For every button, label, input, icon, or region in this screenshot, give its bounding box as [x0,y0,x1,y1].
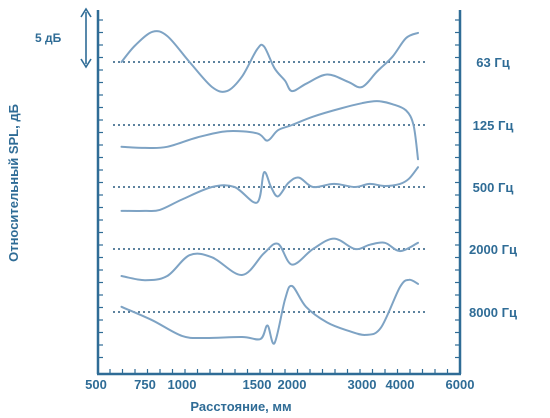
x-tick-label: 1000 [168,377,197,392]
x-tick-label: 3000 [348,377,377,392]
scale-indicator: 5 дБ [35,7,92,69]
series-group: 8000 Гц [113,278,517,345]
x-tick-label: 6000 [446,377,475,392]
x-tick-label: 4000 [386,377,415,392]
series-label: 63 Гц [476,55,509,70]
series-line [120,30,419,93]
y-axis-title: Относительный SPL, дБ [6,104,21,262]
series-label: 500 Гц [473,180,514,195]
x-tick-label: 500 [85,377,107,392]
series-group: 125 Гц [113,100,514,161]
series-line [120,166,419,213]
scale-label: 5 дБ [35,31,62,45]
series-label: 125 Гц [473,118,514,133]
series-label: 8000 Гц [469,305,517,320]
x-axis-ticks: 500 750 1000 1500 2000 3000 4000 6000 [85,377,474,392]
series-line [120,278,419,345]
x-tick-label: 2000 [278,377,307,392]
series-group: 500 Гц [113,166,514,213]
series-label: 2000 Гц [469,242,517,257]
series-line [120,237,419,282]
minor-tick-marks [98,19,460,374]
plot-frame [96,10,462,376]
scale-arrow-up-icon [80,7,92,18]
x-tick-label: 1500 [243,377,272,392]
series-group: 63 Гц [113,30,510,93]
series-line [120,100,419,161]
series-group: 2000 Гц [113,237,517,282]
scale-arrow-down-icon [80,58,92,69]
x-axis-title: Расстояние, мм [190,399,291,414]
series-layer: 63 Гц 125 Гц 500 Гц 2000 Гц 8000 Гц [113,30,517,345]
x-tick-label: 750 [134,377,156,392]
